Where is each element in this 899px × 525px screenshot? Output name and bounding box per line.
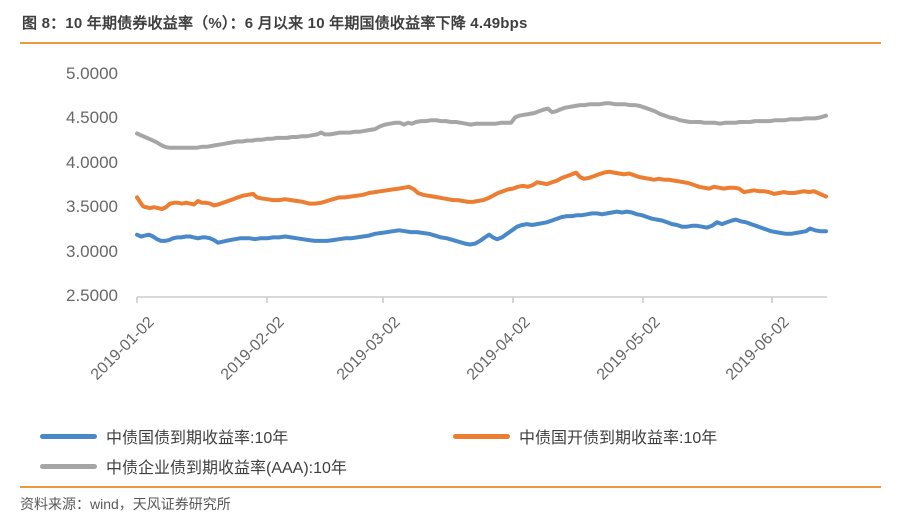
legend-swatch-blue-icon — [40, 433, 97, 439]
y-axis-label-4: 3.0000 — [66, 242, 118, 261]
legend-swatch-orange-icon — [453, 433, 510, 439]
y-axis-label-0: 5.0000 — [66, 64, 118, 83]
series-line-1 — [135, 169, 828, 211]
y-axis-label-1: 4.5000 — [66, 108, 118, 127]
legend-label-cdb: 中债国开债到期收益率:10年 — [519, 430, 718, 447]
series-line-2 — [135, 101, 828, 150]
title-separator-rule — [20, 42, 881, 44]
y-axis-label-3: 3.5000 — [66, 197, 118, 216]
legend-item-treasury: 中债国债到期收益率:10年 — [40, 424, 288, 448]
figure-title: 图 8：10 年期债券收益率（%）：6 月以来 10 年期国债收益率下降 4.4… — [22, 15, 528, 32]
legend-label-corporate-aaa: 中债企业债到期收益率(AAA):10年 — [106, 460, 347, 477]
legend-item-cdb: 中债国开债到期收益率:10年 — [453, 424, 717, 448]
legend-label-treasury: 中债国债到期收益率:10年 — [106, 430, 289, 447]
footer-separator-rule — [20, 486, 881, 488]
y-axis-label-5: 2.5000 — [66, 286, 118, 305]
series-line-0 — [135, 209, 828, 247]
y-axis-label-2: 4.0000 — [66, 153, 118, 172]
source-note: 资料来源：wind，天风证券研究所 — [20, 496, 231, 512]
legend-swatch-gray-icon — [40, 463, 97, 469]
legend-item-corporate-aaa: 中债企业债到期收益率(AAA):10年 — [40, 454, 347, 478]
